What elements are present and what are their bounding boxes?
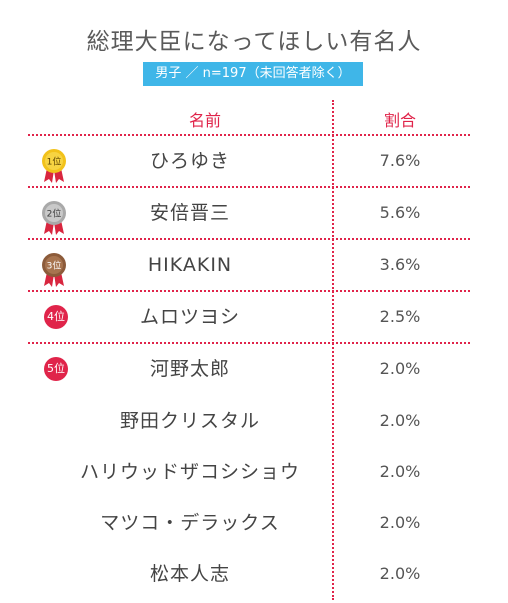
row-percentage: 5.6%	[379, 203, 421, 222]
column-header-percentage: 割合	[383, 111, 416, 130]
column-header-name: 名前	[188, 111, 221, 130]
subtitle-badge: 男子 ／ n=197（未回答者除く）	[143, 62, 363, 86]
row-percentage: 2.5%	[379, 307, 421, 326]
row-divider	[28, 342, 470, 344]
row-divider	[28, 238, 470, 240]
table-row: 野田クリスタル 2.0%	[0, 396, 508, 446]
row-name: 松本人志	[149, 563, 230, 585]
table-row: 2位 安倍晋三 5.6%	[0, 188, 508, 238]
row-percentage: 2.0%	[379, 411, 421, 430]
row-percentage: 2.0%	[379, 359, 421, 378]
row-divider	[28, 290, 470, 292]
row-percentage: 2.0%	[379, 462, 421, 481]
gold-medal-icon: 1位	[42, 149, 66, 183]
rank-label: 2位	[47, 208, 62, 220]
table-row: マツコ・デラックス 2.0%	[0, 498, 508, 548]
rank-label: 3位	[47, 260, 62, 272]
row-percentage: 2.0%	[379, 513, 421, 532]
row-name: 河野太郎	[149, 358, 230, 380]
column-divider	[332, 100, 334, 600]
row-name: ムロツヨシ	[139, 306, 240, 328]
row-divider	[28, 186, 470, 188]
rank-badge: 4位	[44, 305, 68, 329]
row-percentage: 3.6%	[379, 255, 421, 274]
row-name: マツコ・デラックス	[100, 512, 280, 534]
page-title: 総理大臣になってほしい有名人	[86, 29, 422, 55]
row-percentage: 7.6%	[379, 151, 421, 170]
table-row: 3位 HIKAKIN 3.6%	[0, 240, 508, 290]
table-row: 4位 ムロツヨシ 2.5%	[0, 292, 508, 342]
table-row: ハリウッドザコシショウ 2.0%	[0, 447, 508, 497]
row-name: ひろゆき	[149, 150, 230, 172]
rank-badge: 5位	[44, 357, 68, 381]
rank-label: 1位	[47, 156, 62, 168]
row-name: 野田クリスタル	[119, 410, 260, 432]
row-name: ハリウッドザコシショウ	[79, 461, 300, 483]
table-row: 1位 ひろゆき 7.6%	[0, 136, 508, 186]
bronze-medal-icon: 3位	[42, 253, 66, 287]
row-name: 安倍晋三	[149, 202, 230, 224]
row-percentage: 2.0%	[379, 564, 421, 583]
silver-medal-icon: 2位	[42, 201, 66, 235]
table-row: 松本人志 2.0%	[0, 549, 508, 599]
table-row: 5位 河野太郎 2.0%	[0, 344, 508, 394]
row-name: HIKAKIN	[147, 254, 233, 276]
header-divider	[28, 134, 470, 136]
